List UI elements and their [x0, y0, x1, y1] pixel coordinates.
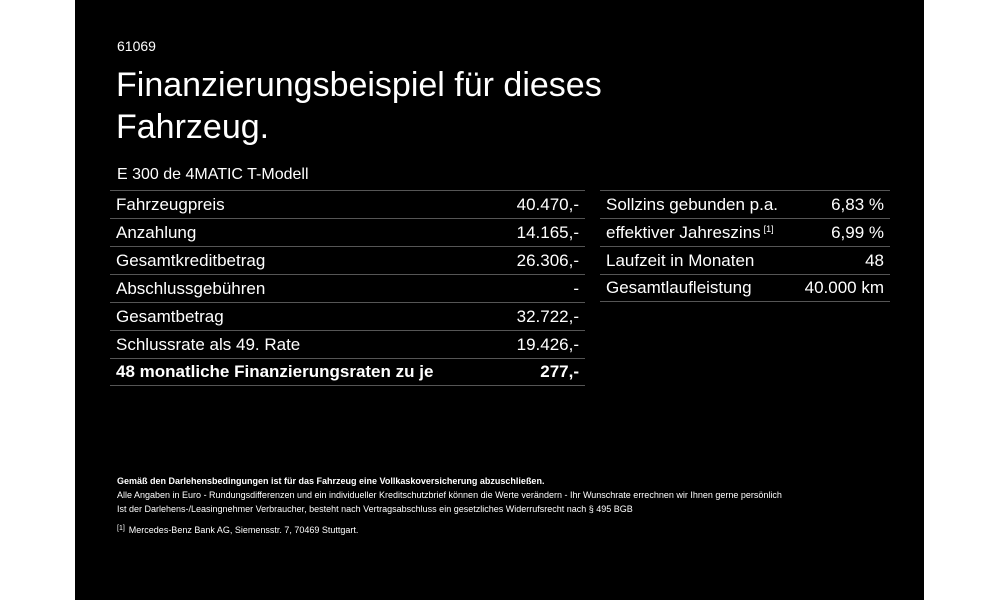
disclaimer-line-1: Alle Angaben in Euro - Rundungsdifferenz… [117, 490, 782, 500]
table-row: Gesamtlaufleistung 40.000 km [600, 274, 890, 302]
row-value: 48 [865, 250, 884, 270]
insurance-note: Gemäß den Darlehensbedingungen ist für d… [117, 476, 545, 486]
row-value: 26.306,- [516, 250, 579, 270]
footnote-reference: [1] [763, 223, 774, 234]
row-label: Schlussrate als 49. Rate [116, 334, 301, 354]
price-table: Fahrzeugpreis 40.470,- Anzahlung 14.165,… [110, 190, 585, 386]
title-line-2: Fahrzeug. [116, 108, 270, 146]
row-label: Gesamtkreditbetrag [116, 250, 266, 270]
page-title: Finanzierungsbeispiel für dieses Fahrzeu… [116, 64, 716, 148]
financing-panel: 61069 Finanzierungsbeispiel für dieses F… [75, 0, 924, 600]
row-value: 14.165,- [516, 222, 579, 242]
row-label: 48 monatliche Finanzierungsraten zu je [116, 362, 434, 381]
row-label: Anzahlung [116, 222, 197, 242]
table-row: Gesamtbetrag 32.722,- [110, 302, 585, 330]
footnote-text: Mercedes-Benz Bank AG, Siemensstr. 7, 70… [128, 525, 359, 535]
offer-id: 61069 [117, 38, 156, 54]
row-value: 6,83 % [831, 194, 884, 214]
vehicle-model: E 300 de 4MATIC T-Modell [117, 166, 309, 183]
monthly-rate-row: 48 monatliche Finanzierungsraten zu je 2… [110, 358, 585, 386]
terms-table: Sollzins gebunden p.a. 6,83 % effektiver… [600, 190, 890, 302]
row-value: - [573, 278, 579, 298]
row-label-group: effektiver Jahreszins [1] [606, 223, 774, 243]
table-row: Schlussrate als 49. Rate 19.426,- [110, 330, 585, 358]
row-value: 32.722,- [516, 306, 579, 326]
table-row: Sollzins gebunden p.a. 6,83 % [600, 190, 890, 218]
row-value: 40.000 km [804, 278, 884, 297]
row-label: Abschlussgebühren [116, 278, 266, 298]
table-row: effektiver Jahreszins [1] 6,99 % [600, 218, 890, 246]
footnote: [1] Mercedes-Benz Bank AG, Siemensstr. 7,… [117, 522, 897, 537]
row-label: effektiver Jahreszins [606, 222, 761, 242]
row-label: Gesamtlaufleistung [606, 278, 752, 297]
table-row: Fahrzeugpreis 40.470,- [110, 190, 585, 218]
disclaimer-line-2: Ist der Darlehens-/Leasingnehmer Verbrau… [117, 504, 633, 514]
row-value: 6,99 % [831, 222, 884, 242]
table-row: Anzahlung 14.165,- [110, 218, 585, 246]
row-label: Sollzins gebunden p.a. [606, 194, 779, 214]
footnote-marker: [1] [117, 525, 125, 532]
row-value: 19.426,- [516, 334, 579, 354]
legal-notes: Gemäß den Darlehensbedingungen ist für d… [117, 474, 897, 537]
table-row: Gesamtkreditbetrag 26.306,- [110, 246, 585, 274]
title-line-1: Finanzierungsbeispiel für dieses [116, 66, 602, 104]
row-label: Fahrzeugpreis [116, 194, 225, 214]
row-label: Laufzeit in Monaten [606, 250, 755, 270]
row-label: Gesamtbetrag [116, 306, 224, 326]
row-value: 40.470,- [516, 194, 579, 214]
row-value: 277,- [540, 362, 579, 381]
table-row: Laufzeit in Monaten 48 [600, 246, 890, 274]
table-row: Abschlussgebühren - [110, 274, 585, 302]
